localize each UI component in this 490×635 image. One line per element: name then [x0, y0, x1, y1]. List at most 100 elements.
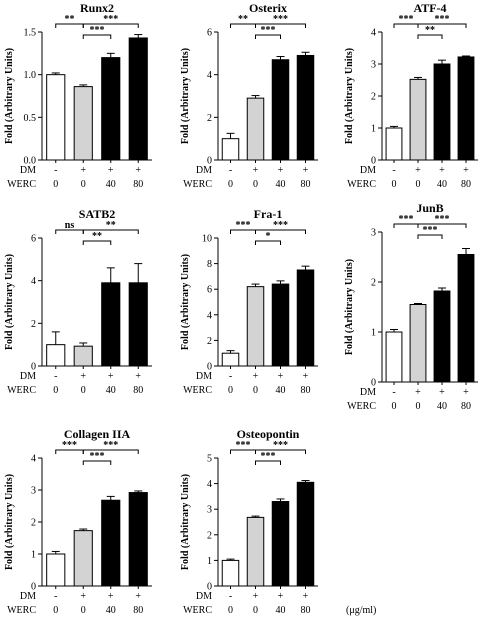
- y-tick-label: 4: [31, 276, 36, 287]
- significance-label: ***: [273, 220, 288, 231]
- y-tick-label: 4: [371, 28, 376, 39]
- werc-label: WERC: [183, 179, 212, 190]
- bar: [246, 286, 265, 367]
- bar: [271, 59, 290, 161]
- werc-value: 0: [53, 385, 58, 396]
- chart-title: ATF-4: [413, 1, 446, 15]
- dm-value: +: [303, 371, 309, 382]
- werc-label: WERC: [183, 385, 212, 396]
- y-tick-label: 2: [207, 336, 212, 347]
- significance-bracket: [255, 240, 281, 245]
- bar: [101, 57, 121, 161]
- werc-value: 80: [133, 385, 143, 396]
- dm-value: +: [439, 165, 445, 176]
- significance-bracket: [255, 23, 306, 28]
- significance-bracket: [417, 223, 467, 228]
- y-tick-label: 1.0: [24, 70, 37, 81]
- bar: [221, 559, 240, 587]
- dm-value: +: [135, 165, 141, 176]
- werc-value: 40: [276, 179, 286, 190]
- significance-label: ***: [90, 451, 105, 462]
- bar: [73, 86, 93, 161]
- bar: [296, 481, 315, 587]
- significance-label: ***: [103, 440, 118, 451]
- werc-label: WERC: [183, 605, 212, 616]
- significance-label: ***: [399, 14, 414, 25]
- y-tick-label: 0: [371, 156, 376, 167]
- y-axis-label: Fold (Arbitrary Units): [4, 48, 15, 144]
- significance-bracket: [255, 449, 306, 454]
- dm-value: +: [439, 387, 445, 398]
- significance-label: ***: [435, 14, 450, 25]
- dm-label: DM: [360, 165, 376, 176]
- chart-panel: Runx2 Fold (Arbitrary Units) 0.0 0.5 1.0 1.5 -…: [4, 1, 152, 190]
- y-tick-label: 3: [207, 505, 212, 516]
- werc-value: 80: [301, 605, 311, 616]
- dm-value: +: [278, 591, 284, 602]
- significance-label: *: [266, 231, 271, 242]
- dm-value: +: [463, 387, 469, 398]
- significance-label: **: [106, 220, 116, 231]
- y-tick-label: 2: [207, 113, 212, 124]
- dm-value: +: [463, 165, 469, 176]
- y-axis-label: Fold (Arbitrary Units): [4, 474, 15, 570]
- significance-label: ***: [273, 14, 288, 25]
- significance-bracket: [82, 23, 139, 28]
- y-tick-label: 6: [207, 285, 212, 296]
- y-tick-label: 0: [207, 156, 212, 167]
- significance-label: **: [92, 231, 102, 242]
- bar: [433, 63, 451, 161]
- y-tick-label: 4: [207, 479, 212, 490]
- dm-value: +: [415, 165, 421, 176]
- significance-label: ***: [236, 440, 251, 451]
- significance-label: ***: [261, 451, 276, 462]
- significance-bracket: [417, 23, 467, 28]
- chart-panel: Fra-1 Fold (Arbitrary Units) 0 2 4 6 8 10 - 0 +0 +4…: [180, 207, 318, 396]
- significance-label: **: [65, 14, 75, 25]
- werc-value: 40: [276, 605, 286, 616]
- y-axis-label: Fold (Arbitrary Units): [344, 259, 355, 355]
- y-tick-label: 0: [31, 582, 36, 593]
- werc-value: 40: [437, 179, 447, 190]
- significance-bracket: [82, 449, 139, 454]
- bar: [246, 516, 265, 587]
- significance-bracket: [82, 240, 112, 245]
- bar: [73, 345, 93, 367]
- dm-value: -: [54, 591, 57, 602]
- y-tick-label: 0: [31, 362, 36, 373]
- chart-title: Osteopontin: [237, 427, 300, 441]
- dm-value: -: [229, 165, 232, 176]
- significance-bracket: [255, 460, 281, 465]
- dm-value: +: [303, 591, 309, 602]
- significance-label: ***: [236, 220, 251, 231]
- bar: [296, 269, 315, 367]
- bar: [385, 127, 403, 161]
- y-tick-label: 8: [207, 259, 212, 270]
- chart-panel: JunB Fold (Arbitrary Units) 0 1 2 3 - 0 +0 +40 +80…: [344, 201, 478, 412]
- dm-value: -: [54, 371, 57, 382]
- dm-label: DM: [20, 165, 36, 176]
- significance-label: **: [238, 14, 248, 25]
- dm-value: -: [392, 387, 395, 398]
- y-tick-label: 4: [207, 70, 212, 81]
- bar: [246, 97, 265, 161]
- significance-label: ***: [423, 225, 438, 236]
- significance-label: ***: [261, 25, 276, 36]
- bar: [46, 553, 66, 587]
- bar: [101, 282, 121, 367]
- significance-bracket: [417, 34, 443, 39]
- bar: [46, 74, 66, 161]
- chart-title: Runx2: [80, 1, 114, 15]
- werc-value: 0: [53, 179, 58, 190]
- significance-bracket: [82, 34, 112, 39]
- chart-title: Osterix: [249, 1, 287, 15]
- dm-value: +: [303, 165, 309, 176]
- werc-label: WERC: [347, 179, 376, 190]
- y-tick-label: 2: [31, 518, 36, 529]
- werc-value: 0: [81, 605, 86, 616]
- y-axis-label: Fold (Arbitrary Units): [4, 254, 15, 350]
- werc-label: WERC: [7, 605, 36, 616]
- bar: [457, 56, 475, 161]
- dm-label: DM: [20, 591, 36, 602]
